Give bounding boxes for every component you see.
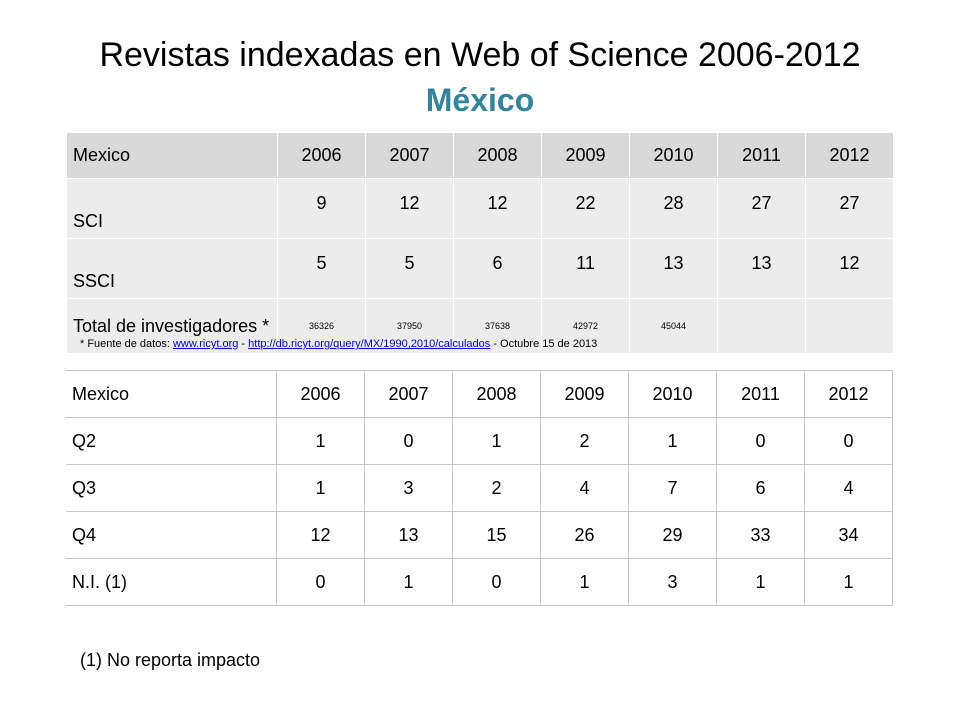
table-cell: 13 bbox=[629, 238, 718, 299]
page-title: Revistas indexadas en Web of Science 200… bbox=[99, 36, 861, 74]
header-cell: 2010 bbox=[629, 132, 718, 179]
table-cell: 0 bbox=[276, 558, 365, 606]
table-cell: 37638 bbox=[453, 298, 542, 354]
table-cell: 9 bbox=[277, 178, 366, 239]
table-cell bbox=[717, 298, 806, 354]
table-row: Q4 12 13 15 26 29 33 34 bbox=[66, 511, 893, 559]
source-note: * Fuente de datos: www.ricyt.org - http:… bbox=[80, 338, 597, 350]
table-cell: 1 bbox=[628, 417, 717, 465]
page-subtitle: México bbox=[425, 82, 535, 118]
table-cell: 13 bbox=[717, 238, 806, 299]
table-cell: 12 bbox=[453, 178, 542, 239]
table-cell: 4 bbox=[540, 464, 629, 512]
header-cell: Mexico bbox=[66, 132, 278, 179]
source-date: - Octubre 15 de 2013 bbox=[490, 338, 598, 350]
table-cell bbox=[805, 298, 894, 354]
table-cell: 28 bbox=[629, 178, 718, 239]
header-cell: 2006 bbox=[277, 132, 366, 179]
table-cell: 26 bbox=[540, 511, 629, 559]
table-cell: 1 bbox=[364, 558, 453, 606]
table-header-row: Mexico 2006 2007 2008 2009 2010 2011 201… bbox=[66, 370, 893, 418]
table-cell: 42972 bbox=[541, 298, 630, 354]
table-cell: 1 bbox=[276, 464, 365, 512]
header-cell: Mexico bbox=[66, 370, 277, 418]
table-row: Q2 1 0 1 2 1 0 0 bbox=[66, 417, 893, 465]
header-cell: 2008 bbox=[452, 370, 541, 418]
table-cell: 1 bbox=[452, 417, 541, 465]
table-cell: 12 bbox=[276, 511, 365, 559]
header-cell: 2006 bbox=[276, 370, 365, 418]
header-cell: 2012 bbox=[804, 370, 893, 418]
table-cell: 12 bbox=[365, 178, 454, 239]
row-label: N.I. (1) bbox=[66, 558, 277, 606]
table-header-row: Mexico 2006 2007 2008 2009 2010 2011 201… bbox=[66, 132, 894, 179]
header-cell: 2007 bbox=[365, 132, 454, 179]
table-cell: 29 bbox=[628, 511, 717, 559]
table-cell: 15 bbox=[452, 511, 541, 559]
header-cell: 2011 bbox=[716, 370, 805, 418]
ricyt-link[interactable]: www.ricyt.org bbox=[172, 338, 239, 350]
source-separator: - bbox=[238, 338, 249, 350]
researchers-journals-table: Mexico 2006 2007 2008 2009 2010 2011 201… bbox=[66, 132, 894, 354]
table-cell: 1 bbox=[540, 558, 629, 606]
table-cell: 1 bbox=[716, 558, 805, 606]
table-cell: 1 bbox=[804, 558, 893, 606]
table-cell: 3 bbox=[628, 558, 717, 606]
table-row: SCI 9 12 12 22 28 27 27 bbox=[66, 178, 894, 239]
table-cell: 45044 bbox=[629, 298, 718, 354]
table-cell: 3 bbox=[364, 464, 453, 512]
table-cell: 5 bbox=[277, 238, 366, 299]
footnote: (1) No reporta impacto bbox=[80, 650, 261, 670]
table-cell: 6 bbox=[716, 464, 805, 512]
table-cell: 0 bbox=[804, 417, 893, 465]
table-cell: 27 bbox=[717, 178, 806, 239]
table-cell: 13 bbox=[364, 511, 453, 559]
row-label: Q2 bbox=[66, 417, 277, 465]
table-row: SSCI 5 5 6 11 13 13 12 bbox=[66, 238, 894, 299]
row-label: SSCI bbox=[66, 238, 278, 299]
header-cell: 2010 bbox=[628, 370, 717, 418]
table-cell: 0 bbox=[364, 417, 453, 465]
source-prefix: * Fuente de datos: bbox=[80, 338, 173, 350]
table-cell: 34 bbox=[804, 511, 893, 559]
table-cell: 6 bbox=[453, 238, 542, 299]
quartile-table: Mexico 2006 2007 2008 2009 2010 2011 201… bbox=[66, 370, 893, 606]
header-cell: 2012 bbox=[805, 132, 894, 179]
table-cell: 1 bbox=[276, 417, 365, 465]
table-row: Q3 1 3 2 4 7 6 4 bbox=[66, 464, 893, 512]
header-cell: 2011 bbox=[717, 132, 806, 179]
table-cell: 2 bbox=[540, 417, 629, 465]
header-cell: 2007 bbox=[364, 370, 453, 418]
table-cell: 0 bbox=[452, 558, 541, 606]
table-row: N.I. (1) 0 1 0 1 3 1 1 bbox=[66, 558, 893, 606]
table-cell: 7 bbox=[628, 464, 717, 512]
table-cell: 33 bbox=[716, 511, 805, 559]
table-cell: 12 bbox=[805, 238, 894, 299]
table-cell: 5 bbox=[365, 238, 454, 299]
header-cell: 2008 bbox=[453, 132, 542, 179]
table-cell: 27 bbox=[805, 178, 894, 239]
row-label: Q4 bbox=[66, 511, 277, 559]
table-cell: 22 bbox=[541, 178, 630, 239]
table-row: Total de investigadores * 36326 37950 37… bbox=[66, 298, 894, 354]
table-cell: 11 bbox=[541, 238, 630, 299]
table-cell: 37950 bbox=[365, 298, 454, 354]
header-cell: 2009 bbox=[540, 370, 629, 418]
row-label: SCI bbox=[66, 178, 278, 239]
table-cell: 2 bbox=[452, 464, 541, 512]
header-cell: 2009 bbox=[541, 132, 630, 179]
ricyt-query-link[interactable]: http://db.ricyt.org/query/MX/1990,2010/c… bbox=[248, 338, 491, 350]
row-label: Total de investigadores * bbox=[66, 298, 278, 354]
table-cell: 4 bbox=[804, 464, 893, 512]
row-label: Q3 bbox=[66, 464, 277, 512]
table-cell: 0 bbox=[716, 417, 805, 465]
